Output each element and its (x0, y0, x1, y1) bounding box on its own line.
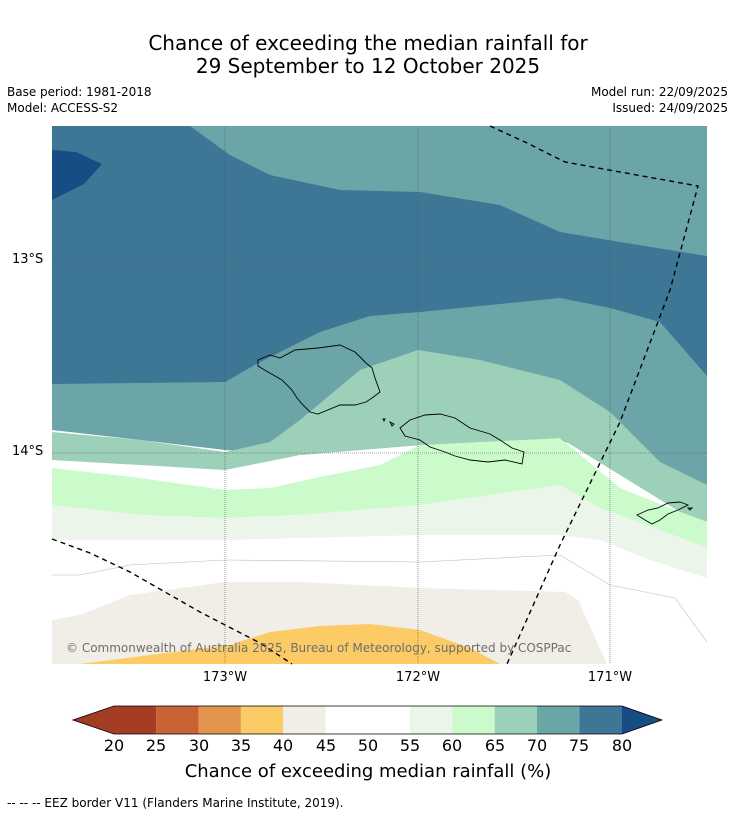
colorbar-segment-35-40 (240, 706, 284, 734)
colorbar-segment-50-55 (367, 706, 411, 734)
colorbar-segment-20-25 (114, 706, 157, 734)
chart-title-line2: 29 September to 12 October 2025 (195, 54, 541, 78)
colorbar-tick-50: 50 (357, 736, 379, 755)
colorbar-segment-60-65 (452, 706, 495, 734)
colorbar-overflow (622, 706, 662, 734)
base-period-label: Base period: 1981-2018 (7, 85, 152, 99)
band-65-70 (52, 350, 707, 522)
colorbar-segment-70-75 (537, 706, 580, 734)
colorbar-tick-75: 75 (568, 736, 590, 755)
islet-small-2 (382, 418, 386, 423)
lon-label-171w: 171°W (587, 670, 633, 685)
model-label: Model: ACCESS-S2 (7, 101, 119, 115)
colorbar-tick-20: 20 (103, 736, 125, 755)
colorbar-tick-30: 30 (188, 736, 210, 755)
colorbar-tick-80: 80 (611, 736, 633, 755)
eez-border-east (489, 125, 699, 665)
savaii-island (257, 344, 381, 415)
band-35-40 (80, 624, 500, 664)
lat-label-14s: 14°S (12, 444, 44, 459)
colorbar-outline (71, 705, 664, 735)
issued-label: Issued: 24/09/2025 (612, 101, 728, 115)
colorbar-segment-65-70 (494, 706, 537, 734)
graticule (52, 126, 707, 664)
colorbar-segment-25-30 (156, 706, 199, 734)
probability-field (52, 126, 707, 664)
colorbar-tick-45: 45 (315, 736, 337, 755)
model-run-label: Model run: 22/09/2025 (590, 85, 728, 99)
colorbar-tick-35: 35 (230, 736, 252, 755)
colorbar-tick-55: 55 (399, 736, 421, 755)
band-80 (52, 150, 102, 200)
lat-label-13s: 13°S (12, 252, 44, 267)
colorbar-underflow (73, 706, 114, 734)
chart-title-line1: Chance of exceeding the median rainfall … (148, 31, 588, 55)
band-40-45 (52, 582, 607, 664)
islet-small-1 (388, 420, 395, 427)
eez-border (51, 125, 699, 665)
colorbar-segment-30-35 (198, 706, 241, 734)
colorbar-segment-75-80 (579, 706, 622, 734)
tutuila-island (636, 501, 690, 525)
colorbar-tick-70: 70 (526, 736, 548, 755)
colorbar-tick-60: 60 (441, 736, 463, 755)
colorbar-segment-55-60 (410, 706, 453, 734)
colorbar-tick-25: 25 (145, 736, 167, 755)
band-60-65 (52, 438, 707, 548)
eez-footnote: -- -- -- EEZ border V11 (Flanders Marine… (7, 796, 344, 810)
land-outlines (257, 344, 694, 525)
colorbar-tick-40: 40 (272, 736, 294, 755)
islet-small-3 (686, 507, 694, 511)
copyright-notice: © Commonwealth of Australia 2025, Bureau… (66, 641, 572, 655)
colorbar-segment-40-45 (283, 706, 326, 734)
colorbar-label: Chance of exceeding median rainfall (%) (184, 761, 552, 782)
colorbar-tick-65: 65 (484, 736, 506, 755)
colorbar (71, 705, 664, 735)
colorbar-segment-45-50 (325, 706, 368, 734)
band-75-80 (52, 126, 707, 384)
band-55-60 (52, 485, 707, 578)
contour-lines (52, 554, 707, 643)
lon-label-172w: 172°W (395, 670, 441, 685)
lon-label-173w: 173°W (202, 670, 248, 685)
upolu-island (399, 413, 525, 465)
